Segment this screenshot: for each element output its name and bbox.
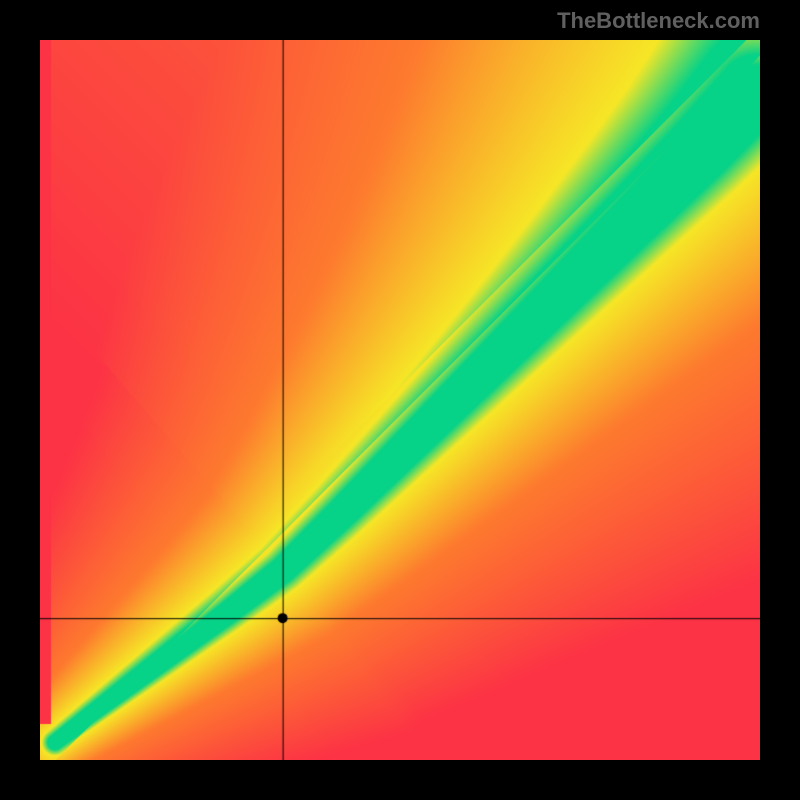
crosshair-overlay	[40, 40, 760, 760]
watermark-text: TheBottleneck.com	[557, 8, 760, 34]
heatmap-plot	[40, 40, 760, 760]
